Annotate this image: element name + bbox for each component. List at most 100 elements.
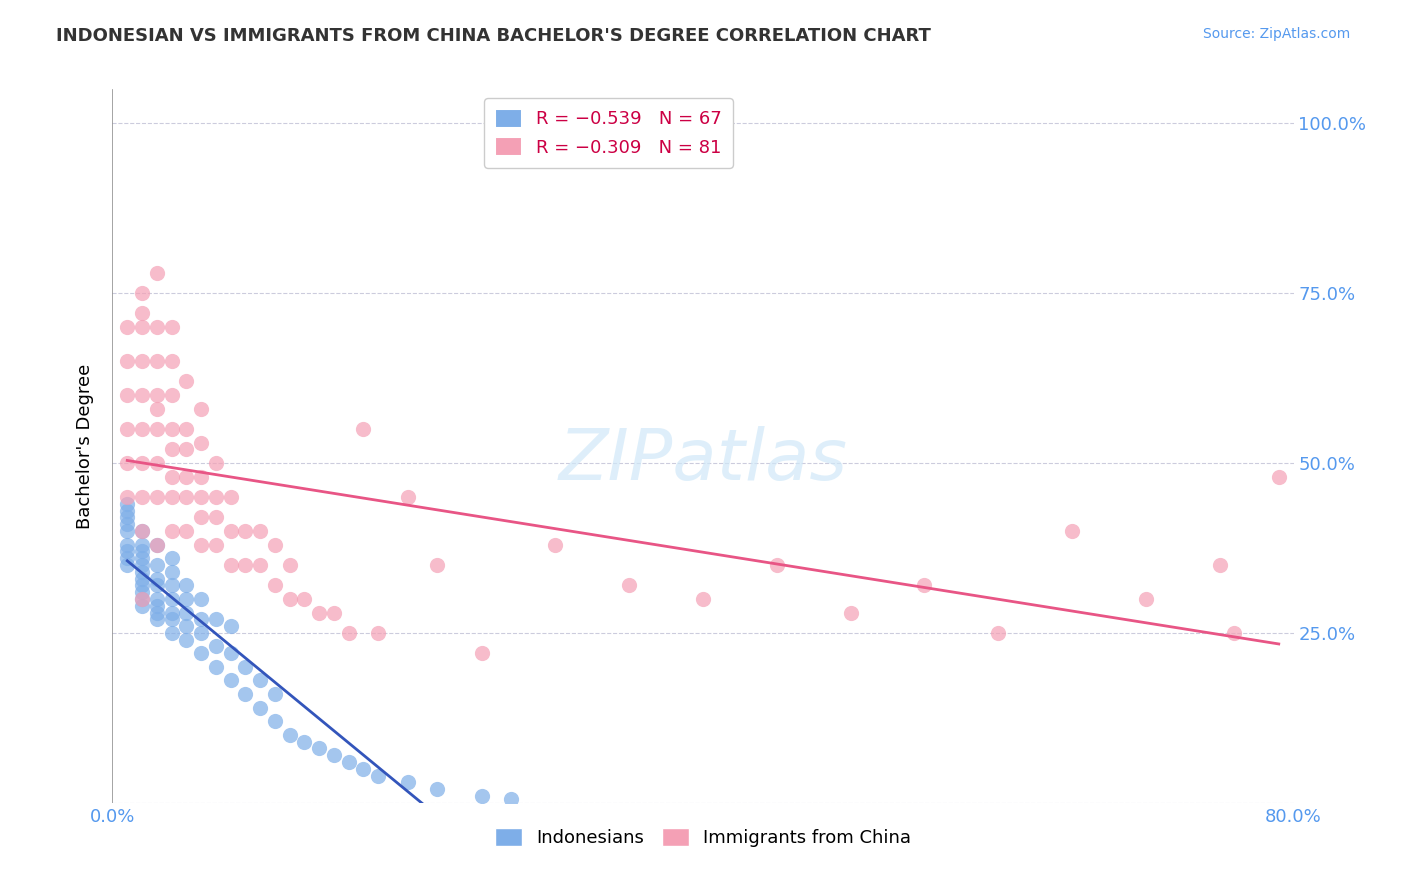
Point (160, 551, 183, 566)
Point (146, 388, 169, 402)
Point (117, 456, 138, 470)
Point (160, 606, 183, 620)
Point (117, 503, 138, 517)
Point (190, 490, 212, 504)
Point (987, 626, 1010, 640)
Point (131, 422, 153, 436)
Point (352, 762, 374, 776)
Point (117, 544, 138, 558)
Point (544, 537, 567, 551)
Point (117, 558, 138, 572)
Point (146, 578, 169, 592)
Point (160, 422, 183, 436)
Point (426, 558, 449, 572)
Point (131, 524, 153, 538)
Point (131, 490, 153, 504)
Point (146, 320, 169, 334)
Point (264, 687, 287, 701)
Point (131, 306, 153, 320)
Point (501, 792, 523, 806)
Point (396, 775, 419, 789)
Point (219, 619, 242, 633)
Point (131, 286, 153, 301)
Point (323, 606, 346, 620)
Point (117, 517, 138, 532)
Point (264, 537, 287, 551)
Point (766, 558, 789, 572)
Point (190, 510, 212, 524)
Point (131, 388, 153, 402)
Point (131, 565, 153, 579)
Point (146, 422, 169, 436)
Point (146, 537, 169, 551)
Point (219, 646, 242, 660)
Point (174, 578, 197, 592)
Point (396, 490, 419, 504)
Point (131, 591, 153, 606)
Point (367, 769, 389, 783)
Point (160, 388, 183, 402)
Point (470, 646, 494, 660)
Text: INDONESIAN VS IMMIGRANTS FROM CHINA BACHELOR'S DEGREE CORRELATION CHART: INDONESIAN VS IMMIGRANTS FROM CHINA BACH… (56, 27, 931, 45)
Point (131, 456, 153, 470)
Point (264, 714, 287, 729)
Point (352, 422, 374, 436)
Point (190, 537, 212, 551)
Legend: Indonesians, Immigrants from China: Indonesians, Immigrants from China (488, 821, 918, 855)
Point (914, 578, 936, 592)
Point (308, 606, 330, 620)
Point (131, 585, 153, 599)
Point (146, 572, 169, 586)
Point (1135, 591, 1157, 606)
Point (131, 591, 153, 606)
Point (219, 524, 242, 538)
Point (308, 741, 330, 756)
Point (146, 599, 169, 613)
Point (337, 626, 360, 640)
Point (692, 591, 714, 606)
Point (174, 524, 197, 538)
Point (117, 490, 138, 504)
Point (146, 354, 169, 368)
Point (146, 537, 169, 551)
Point (233, 558, 256, 572)
Point (367, 626, 389, 640)
Point (117, 497, 138, 511)
Point (146, 606, 169, 620)
Point (131, 578, 153, 592)
Point (205, 612, 228, 626)
Point (117, 551, 138, 566)
Point (146, 490, 169, 504)
Point (205, 510, 228, 524)
Point (337, 755, 360, 769)
Point (131, 599, 153, 613)
Point (174, 490, 197, 504)
Point (131, 320, 153, 334)
Point (131, 558, 153, 572)
Point (160, 524, 183, 538)
Point (839, 606, 862, 620)
Point (190, 612, 212, 626)
Point (117, 320, 138, 334)
Point (205, 640, 228, 654)
Point (131, 551, 153, 566)
Point (160, 612, 183, 626)
Point (292, 734, 315, 748)
Point (160, 490, 183, 504)
Point (131, 524, 153, 538)
Point (190, 626, 212, 640)
Point (1223, 626, 1246, 640)
Point (174, 632, 197, 647)
Point (470, 789, 494, 803)
Point (174, 469, 197, 483)
Text: Source: ZipAtlas.com: Source: ZipAtlas.com (1202, 27, 1350, 41)
Point (117, 354, 138, 368)
Point (190, 591, 212, 606)
Point (160, 442, 183, 457)
Point (117, 510, 138, 524)
Point (174, 619, 197, 633)
Point (117, 524, 138, 538)
Point (219, 558, 242, 572)
Y-axis label: Bachelor's Degree: Bachelor's Degree (76, 363, 94, 529)
Point (117, 422, 138, 436)
